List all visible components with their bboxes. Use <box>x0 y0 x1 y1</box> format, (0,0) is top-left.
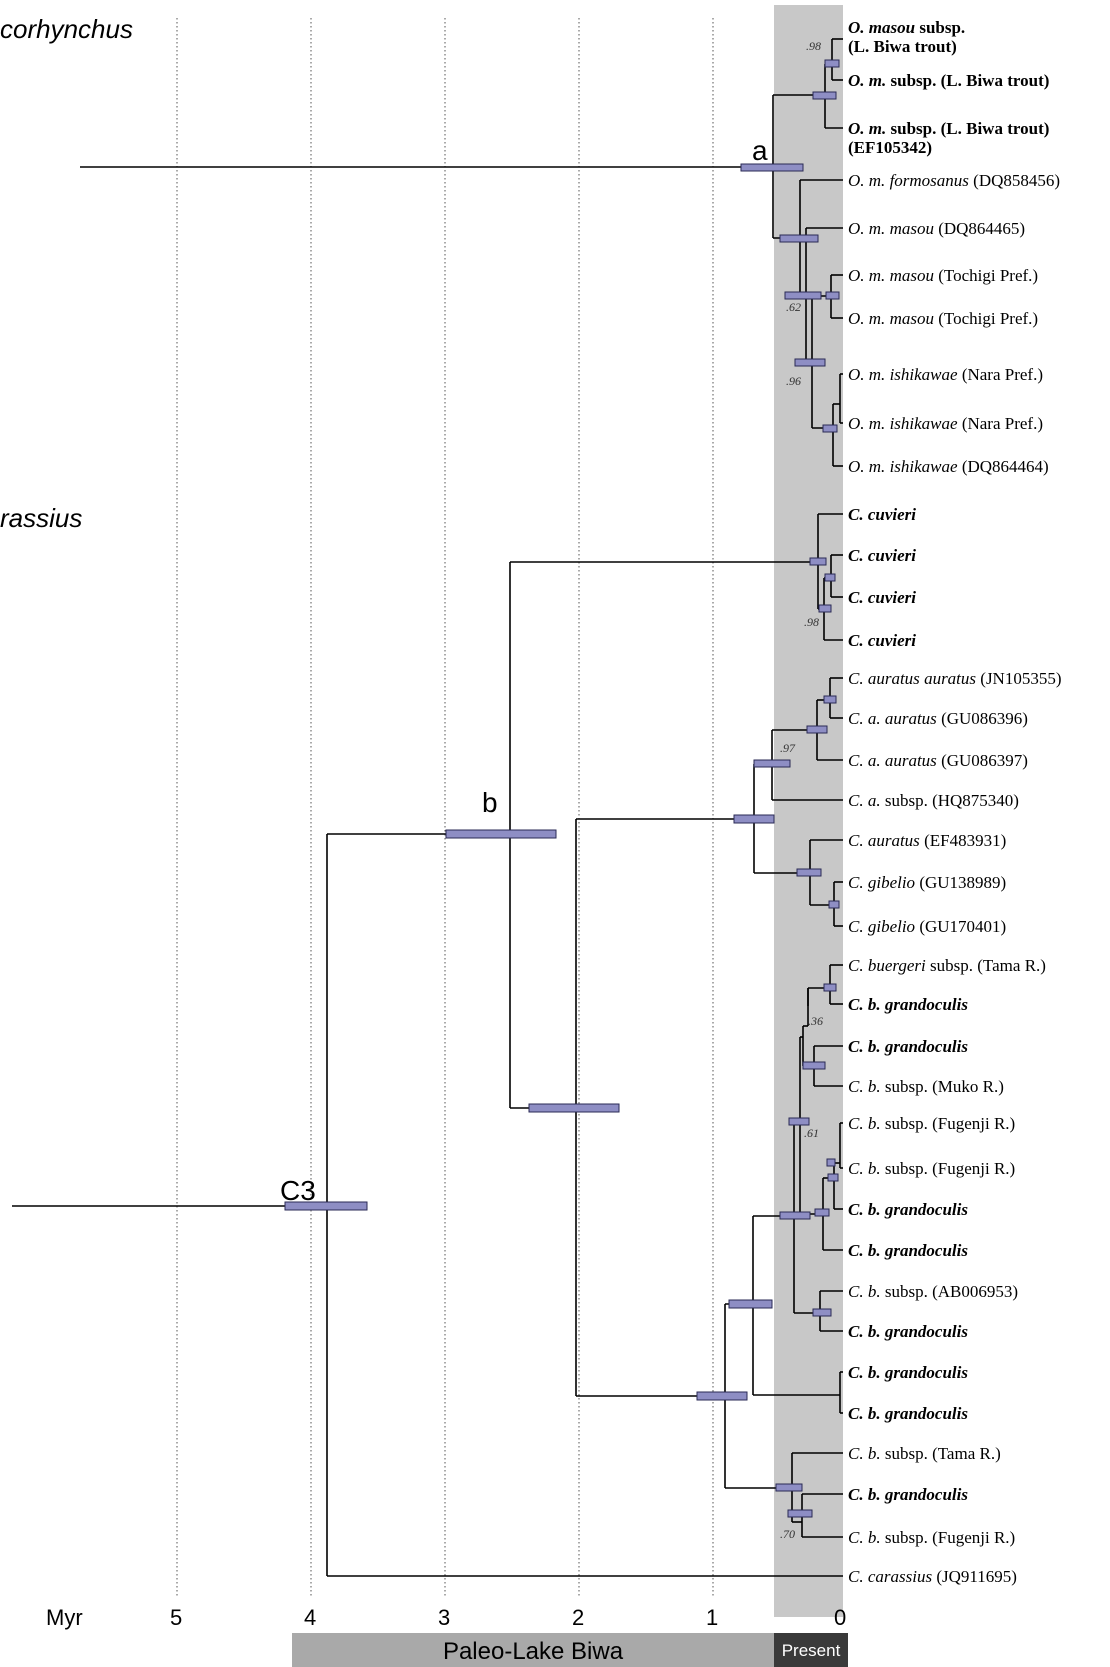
tip-label: C. a. subsp. (HQ875340) <box>848 791 1019 810</box>
tip-label: C. gibelio (GU138989) <box>848 873 1006 892</box>
tip-label: C. b. subsp. (Muko R.) <box>848 1077 1004 1096</box>
tip-label: C. b. subsp. (Fugenji R.) <box>848 1114 1015 1133</box>
tip-label: C. cuvieri <box>848 546 916 565</box>
tip-label: C. b. grandoculis <box>848 1363 968 1382</box>
clade-heading-carassius: rassius <box>0 503 82 533</box>
present-label: Present <box>782 1641 841 1660</box>
node-label-a: a <box>752 135 768 166</box>
tip-label: O. m. ishikawae (Nara Pref.) <box>848 365 1043 384</box>
node-label-b: b <box>482 787 498 818</box>
tip-label: O. m. masou (DQ864465) <box>848 219 1025 238</box>
tip-label: C. b. grandoculis <box>848 1037 968 1056</box>
tip-label: O. m. masou (Tochigi Pref.) <box>848 266 1038 285</box>
axis-tick: 3 <box>438 1605 450 1630</box>
tip-label: C. b. grandoculis <box>848 1404 968 1423</box>
axis-tick: 0 <box>834 1605 846 1630</box>
tip-label: C. a. auratus (GU086397) <box>848 751 1028 770</box>
tip-label: C. b. grandoculis <box>848 1322 968 1341</box>
present-shade <box>774 5 843 1617</box>
tip-label: O. m. subsp. (L. Biwa trout) <box>848 71 1049 90</box>
axis-unit-label: Myr <box>46 1605 83 1630</box>
support-value: .98 <box>804 615 819 629</box>
paleo-lake-band <box>292 1633 774 1667</box>
tip-label: C. cuvieri <box>848 588 916 607</box>
tip-labels: O. masou subsp. (L. Biwa trout) O. m. subs… <box>848 18 1062 1586</box>
axis-tick: 5 <box>170 1605 182 1630</box>
tip-label: C. b. subsp. (AB006953) <box>848 1282 1018 1301</box>
tip-label: C. cuvieri <box>848 631 916 650</box>
tip-label: O. m. subsp. (L. Biwa trout) (EF105342) <box>848 119 1049 157</box>
tip-label: O. m. ishikawae (Nara Pref.) <box>848 414 1043 433</box>
axis-tick: 4 <box>304 1605 316 1630</box>
clade-heading-oncorhynchus: corhynchus <box>0 14 133 44</box>
tip-label: C. b. subsp. (Tama R.) <box>848 1444 1001 1463</box>
tip-label: C. b. subsp. (Fugenji R.) <box>848 1528 1015 1547</box>
support-value: .98 <box>806 39 821 53</box>
support-value: .62 <box>786 300 801 314</box>
tip-label: C. b. grandoculis <box>848 1241 968 1260</box>
tip-label: C. auratus (EF483931) <box>848 831 1006 850</box>
time-axis: Myr 5 4 3 2 1 0 <box>46 1605 846 1630</box>
support-value: .97 <box>780 741 796 755</box>
support-value: .36 <box>808 1014 823 1028</box>
node-label-c3: C3 <box>280 1175 316 1206</box>
paleo-lake-label: Paleo-Lake Biwa <box>443 1638 624 1665</box>
tip-label: O. m. formosanus (DQ858456) <box>848 171 1060 190</box>
axis-tick: 2 <box>572 1605 584 1630</box>
tip-label: C. carassius (JQ911695) <box>848 1567 1017 1586</box>
support-value: .70 <box>780 1527 795 1541</box>
hpd-bars <box>284 59 840 1518</box>
tip-label: C. gibelio (GU170401) <box>848 917 1006 936</box>
tree-branches <box>12 38 843 1577</box>
axis-tick: 1 <box>706 1605 718 1630</box>
tip-label: O. m. ishikawae (DQ864464) <box>848 457 1049 476</box>
tip-label: C. a. auratus (GU086396) <box>848 709 1028 728</box>
tip-label: C. b. grandoculis <box>848 1485 968 1504</box>
tip-label: C. cuvieri <box>848 505 916 524</box>
support-values: .98 .62 .96 .98 .97 .36 .61 .70 <box>780 39 823 1541</box>
present-band <box>774 1633 848 1667</box>
tip-label: C. b. grandoculis <box>848 995 968 1014</box>
support-value: .96 <box>786 374 801 388</box>
grid-lines <box>176 18 714 1597</box>
tip-label: O. m. masou (Tochigi Pref.) <box>848 309 1038 328</box>
tip-label: C. auratus auratus (JN105355) <box>848 669 1062 688</box>
support-value: .61 <box>804 1126 819 1140</box>
tip-label: C. buergeri subsp. (Tama R.) <box>848 956 1046 975</box>
tip-label: C. b. grandoculis <box>848 1200 968 1219</box>
tip-label: O. masou subsp. (L. Biwa trout) <box>848 18 965 56</box>
tip-label: C. b. subsp. (Fugenji R.) <box>848 1159 1015 1178</box>
